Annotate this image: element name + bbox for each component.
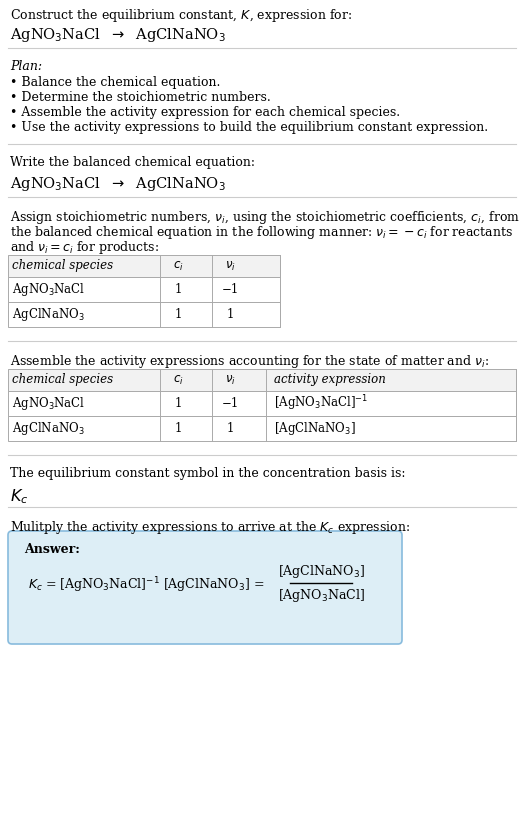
Text: [AgNO$_3$NaCl]: [AgNO$_3$NaCl] (278, 587, 364, 605)
Text: Construct the equilibrium constant, $K$, expression for:: Construct the equilibrium constant, $K$,… (10, 7, 352, 24)
Text: AgClNaNO$_3$: AgClNaNO$_3$ (12, 306, 85, 323)
Bar (8, 302, 280, 327)
Text: The equilibrium constant symbol in the concentration basis is:: The equilibrium constant symbol in the c… (10, 467, 406, 480)
Text: the balanced chemical equation in the following manner: $\nu_i = -c_i$ for react: the balanced chemical equation in the fo… (10, 224, 513, 241)
Text: Assemble the activity expressions accounting for the state of matter and $\nu_i$: Assemble the activity expressions accoun… (10, 353, 489, 370)
Text: 1: 1 (174, 283, 182, 296)
Text: 1: 1 (174, 308, 182, 321)
Text: chemical species: chemical species (12, 260, 113, 273)
Text: Answer:: Answer: (24, 543, 80, 556)
Text: 1: 1 (226, 422, 234, 435)
Text: Assign stoichiometric numbers, $\nu_i$, using the stoichiometric coefficients, $: Assign stoichiometric numbers, $\nu_i$, … (10, 209, 520, 226)
Text: 1: 1 (174, 397, 182, 410)
Text: $K_c$: $K_c$ (10, 487, 28, 505)
Text: [AgClNaNO$_3$]: [AgClNaNO$_3$] (278, 563, 364, 581)
Text: and $\nu_i = c_i$ for products:: and $\nu_i = c_i$ for products: (10, 239, 159, 256)
Text: $c_i$: $c_i$ (172, 374, 183, 386)
Text: [AgClNaNO$_3$]: [AgClNaNO$_3$] (274, 420, 356, 437)
Text: AgNO$_3$NaCl  $\rightarrow$  AgClNaNO$_3$: AgNO$_3$NaCl $\rightarrow$ AgClNaNO$_3$ (10, 175, 226, 193)
Text: Mulitply the activity expressions to arrive at the $K_c$ expression:: Mulitply the activity expressions to arr… (10, 519, 410, 536)
Text: −1: −1 (221, 283, 238, 296)
Text: 1: 1 (226, 308, 234, 321)
Text: AgNO$_3$NaCl: AgNO$_3$NaCl (12, 395, 85, 412)
Text: chemical species: chemical species (12, 374, 113, 386)
Text: Write the balanced chemical equation:: Write the balanced chemical equation: (10, 156, 255, 169)
Bar (8, 391, 516, 416)
Text: AgNO$_3$NaCl: AgNO$_3$NaCl (12, 281, 85, 298)
Text: [AgNO$_3$NaCl]$^{-1}$: [AgNO$_3$NaCl]$^{-1}$ (274, 394, 368, 414)
Text: $K_c$ = [AgNO$_3$NaCl]$^{-1}$ [AgClNaNO$_3$] =: $K_c$ = [AgNO$_3$NaCl]$^{-1}$ [AgClNaNO$… (28, 576, 264, 595)
Text: • Balance the chemical equation.: • Balance the chemical equation. (10, 76, 221, 89)
Text: 1: 1 (174, 422, 182, 435)
FancyBboxPatch shape (8, 531, 402, 644)
Text: AgNO$_3$NaCl  $\rightarrow$  AgClNaNO$_3$: AgNO$_3$NaCl $\rightarrow$ AgClNaNO$_3$ (10, 26, 226, 44)
Text: $\nu_i$: $\nu_i$ (225, 260, 235, 273)
Text: activity expression: activity expression (274, 374, 386, 386)
Text: $\nu_i$: $\nu_i$ (225, 374, 235, 386)
Text: • Use the activity expressions to build the equilibrium constant expression.: • Use the activity expressions to build … (10, 121, 488, 134)
Text: • Assemble the activity expression for each chemical species.: • Assemble the activity expression for e… (10, 106, 400, 119)
Bar (8, 255, 280, 277)
Text: $c_i$: $c_i$ (172, 260, 183, 273)
Text: Plan:: Plan: (10, 60, 42, 73)
Text: −1: −1 (221, 397, 238, 410)
Text: • Determine the stoichiometric numbers.: • Determine the stoichiometric numbers. (10, 91, 271, 104)
Bar (8, 369, 516, 391)
Bar (8, 416, 516, 441)
Text: AgClNaNO$_3$: AgClNaNO$_3$ (12, 420, 85, 437)
Bar (8, 277, 280, 302)
